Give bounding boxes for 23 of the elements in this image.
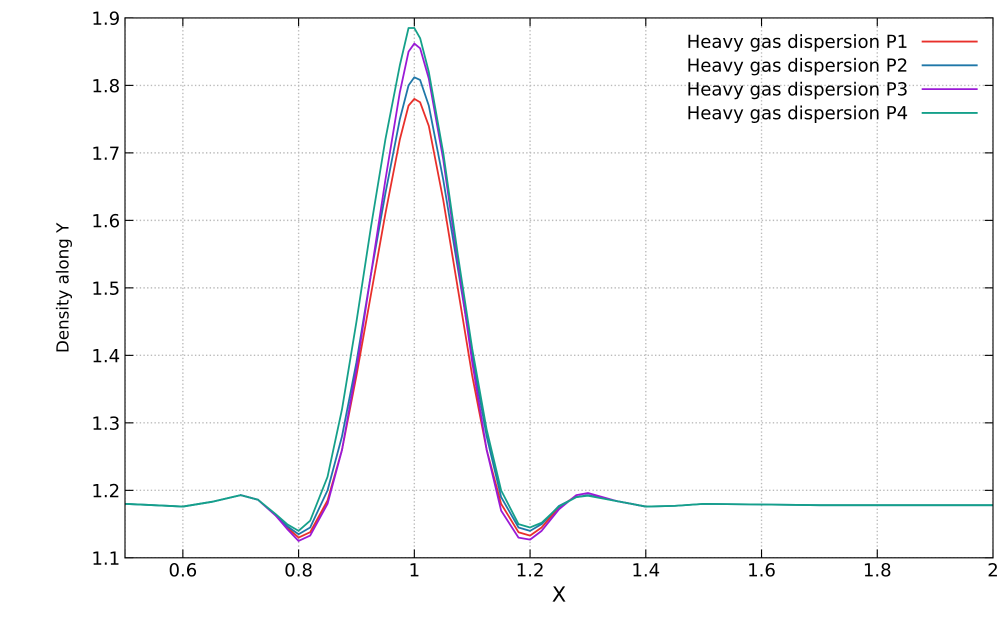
y-tick-label: 1.4 — [93, 349, 120, 362]
x-tick-label: 1 — [410, 563, 418, 576]
legend-label: Heavy gas dispersion P1 — [688, 34, 906, 52]
y-tick-label: 1.8 — [93, 78, 119, 93]
x-tick-label: 0.8 — [285, 563, 312, 577]
y-tick-label: 1.3 — [93, 416, 119, 430]
y-tick-label: 1.1 — [93, 552, 118, 565]
y-tick-label: 1.5 — [93, 282, 119, 295]
x-tick-label: 2 — [988, 563, 997, 576]
legend-label: Heavy gas dispersion P2 — [688, 58, 906, 76]
y-tick-label: 1.9 — [93, 11, 119, 26]
x-tick-label: 1.6 — [749, 563, 775, 577]
legend-label: Heavy gas dispersion P3 — [688, 82, 907, 100]
y-tick-label: 1.6 — [93, 214, 120, 228]
x-axis-title: X — [552, 586, 566, 602]
y-tick-label: 1.7 — [93, 146, 119, 160]
x-tick-label: 1.4 — [633, 563, 660, 576]
x-tick-label: 0.6 — [170, 563, 196, 577]
x-tick-label: 1.2 — [518, 563, 543, 576]
y-axis-title: Density along Y — [56, 222, 72, 352]
x-tick-label: 1.8 — [864, 563, 890, 577]
legend-label: Heavy gas dispersion P4 — [688, 106, 908, 123]
y-tick-label: 1.2 — [93, 484, 118, 498]
